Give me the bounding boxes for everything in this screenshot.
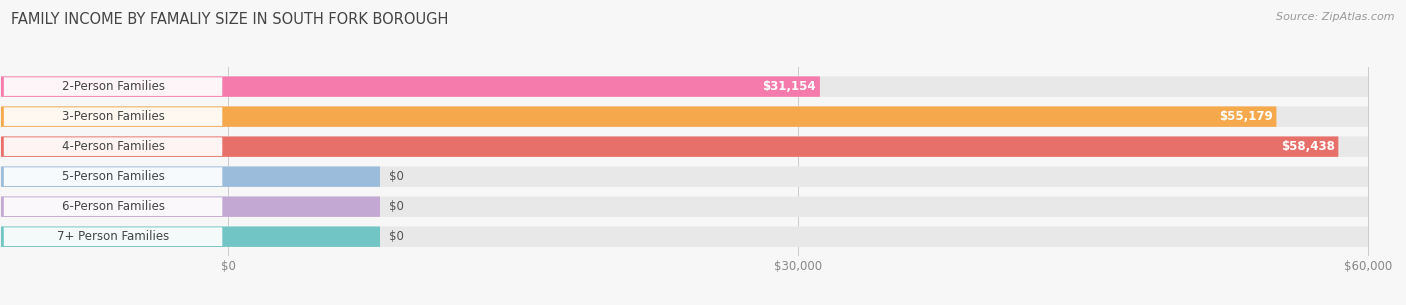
Text: Source: ZipAtlas.com: Source: ZipAtlas.com	[1277, 12, 1395, 22]
FancyBboxPatch shape	[1, 77, 820, 97]
Text: 4-Person Families: 4-Person Families	[62, 140, 165, 153]
Text: 2-Person Families: 2-Person Families	[62, 80, 165, 93]
FancyBboxPatch shape	[1, 196, 380, 217]
FancyBboxPatch shape	[1, 167, 1368, 187]
FancyBboxPatch shape	[1, 227, 1368, 247]
Text: $0: $0	[389, 200, 405, 213]
FancyBboxPatch shape	[1, 106, 1277, 127]
FancyBboxPatch shape	[4, 197, 222, 216]
Text: FAMILY INCOME BY FAMALIY SIZE IN SOUTH FORK BOROUGH: FAMILY INCOME BY FAMALIY SIZE IN SOUTH F…	[11, 12, 449, 27]
FancyBboxPatch shape	[1, 106, 1368, 127]
FancyBboxPatch shape	[1, 136, 1368, 157]
FancyBboxPatch shape	[4, 137, 222, 156]
Text: $0: $0	[389, 170, 405, 183]
FancyBboxPatch shape	[4, 77, 222, 96]
Text: $58,438: $58,438	[1281, 140, 1334, 153]
FancyBboxPatch shape	[1, 77, 1368, 97]
FancyBboxPatch shape	[1, 227, 380, 247]
FancyBboxPatch shape	[1, 167, 380, 187]
FancyBboxPatch shape	[4, 107, 222, 126]
FancyBboxPatch shape	[4, 167, 222, 186]
Text: $31,154: $31,154	[762, 80, 815, 93]
FancyBboxPatch shape	[1, 196, 1368, 217]
Text: 5-Person Families: 5-Person Families	[62, 170, 165, 183]
Text: 6-Person Families: 6-Person Families	[62, 200, 165, 213]
Text: 7+ Person Families: 7+ Person Families	[56, 230, 169, 243]
FancyBboxPatch shape	[1, 136, 1339, 157]
Text: $55,179: $55,179	[1219, 110, 1272, 123]
FancyBboxPatch shape	[4, 228, 222, 246]
Text: $0: $0	[389, 230, 405, 243]
Text: 3-Person Families: 3-Person Families	[62, 110, 165, 123]
